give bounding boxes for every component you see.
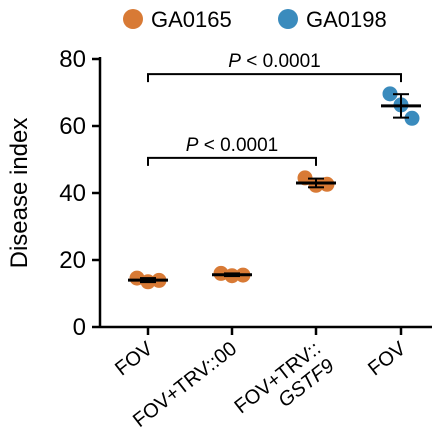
significance-brackets: P < 0.0001 P < 0.0001 xyxy=(147,51,402,166)
legend-label-ga0165: GA0165 xyxy=(151,7,232,32)
x-tick-label-0-line-0: FOV xyxy=(111,337,157,380)
x-tick-label-0: FOV xyxy=(111,337,157,380)
legend-marker-ga0165 xyxy=(123,9,143,29)
significance-bracket-0 xyxy=(147,73,402,83)
legend-marker-ga0198 xyxy=(278,9,298,29)
data-point-3-0 xyxy=(382,86,398,102)
group-1 xyxy=(212,265,252,284)
significance-label-1: P < 0.0001 xyxy=(186,135,278,156)
x-tick-label-3: FOV xyxy=(364,337,410,380)
y-tick-label-60: 60 xyxy=(59,113,86,140)
y-axis: 0 20 40 60 80 Disease index xyxy=(6,46,102,341)
data-point-3-2 xyxy=(404,110,420,126)
x-tick-label-3-line-0: FOV xyxy=(364,337,410,380)
legend-label-ga0198: GA0198 xyxy=(306,7,387,32)
group-3 xyxy=(381,86,421,126)
y-tick-label-40: 40 xyxy=(59,180,86,207)
significance-bracket-1 xyxy=(147,156,317,166)
y-tick-label-20: 20 xyxy=(59,247,86,274)
y-axis-title: Disease index xyxy=(6,118,33,269)
legend: GA0165 GA0198 xyxy=(123,7,387,32)
y-tick-label-0: 0 xyxy=(73,314,86,341)
group-2 xyxy=(296,170,336,193)
group-0 xyxy=(128,270,168,290)
significance-label-0: P < 0.0001 xyxy=(228,51,320,72)
y-tick-label-80: 80 xyxy=(59,46,86,73)
data-groups xyxy=(128,86,421,290)
x-tick-label-2: FOV+TRV::GSTF9 xyxy=(231,338,339,419)
